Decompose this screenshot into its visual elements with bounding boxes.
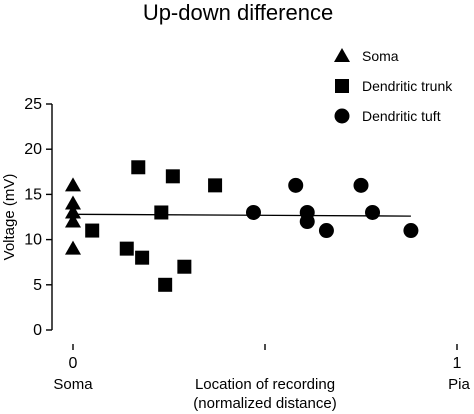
- data-point-soma: [65, 240, 81, 255]
- x-axis-end-label-pia: Pia: [448, 376, 470, 393]
- data-point-dendritic-tuft: [403, 223, 419, 239]
- data-point-dendritic-trunk: [119, 241, 134, 256]
- x-axis-label-line-1: Location of recording: [195, 376, 335, 393]
- y-tick-label: 5: [33, 277, 42, 294]
- data-point-soma: [65, 213, 81, 228]
- chart-title: Up-down difference: [143, 0, 333, 25]
- legend-label-soma: Soma: [362, 48, 399, 64]
- y-axis-ticks: 0 5 10 15 20 25: [24, 96, 52, 339]
- data-point-dendritic-trunk: [208, 178, 223, 193]
- data-point-soma: [65, 204, 81, 219]
- data-point-dendritic-tuft: [245, 204, 261, 220]
- legend-marker-dendritic-trunk: [335, 79, 349, 93]
- y-tick-label: 15: [24, 186, 42, 203]
- data-point-dendritic-tuft: [288, 177, 304, 193]
- data-point-dendritic-trunk: [135, 250, 150, 265]
- data-points: [65, 160, 419, 292]
- y-tick-label: 20: [24, 141, 42, 158]
- data-point-dendritic-tuft: [365, 204, 381, 220]
- trend-line: [72, 213, 411, 217]
- y-tick-label: 10: [24, 232, 42, 249]
- data-point-dendritic-trunk: [131, 160, 146, 175]
- x-tick-label: 0: [69, 355, 78, 372]
- legend: Soma Dendritic trunk Dendritic tuft: [334, 48, 453, 124]
- data-point-dendritic-tuft: [318, 223, 334, 239]
- data-point-dendritic-trunk: [85, 223, 100, 238]
- data-point-dendritic-trunk: [165, 169, 180, 184]
- data-point-dendritic-tuft: [299, 214, 315, 230]
- data-point-dendritic-trunk: [158, 277, 173, 292]
- legend-label-dendritic-tuft: Dendritic tuft: [362, 108, 441, 124]
- y-tick-label: 0: [33, 322, 42, 339]
- data-point-dendritic-trunk: [177, 259, 192, 274]
- data-point-soma: [65, 177, 81, 192]
- x-tick-label: 1: [453, 355, 462, 372]
- y-tick-label: 25: [24, 96, 42, 113]
- data-point-dendritic-trunk: [154, 205, 169, 220]
- x-axis-end-label-soma: Soma: [53, 376, 93, 393]
- legend-label-dendritic-trunk: Dendritic trunk: [362, 78, 453, 94]
- legend-marker-dendritic-tuft: [334, 108, 350, 124]
- data-point-dendritic-tuft: [353, 177, 369, 193]
- y-axis-label: Voltage (mV): [1, 174, 18, 261]
- data-point-soma: [65, 195, 81, 210]
- legend-marker-soma: [334, 48, 350, 62]
- x-axis-label-line-2: (normalized distance): [193, 395, 336, 412]
